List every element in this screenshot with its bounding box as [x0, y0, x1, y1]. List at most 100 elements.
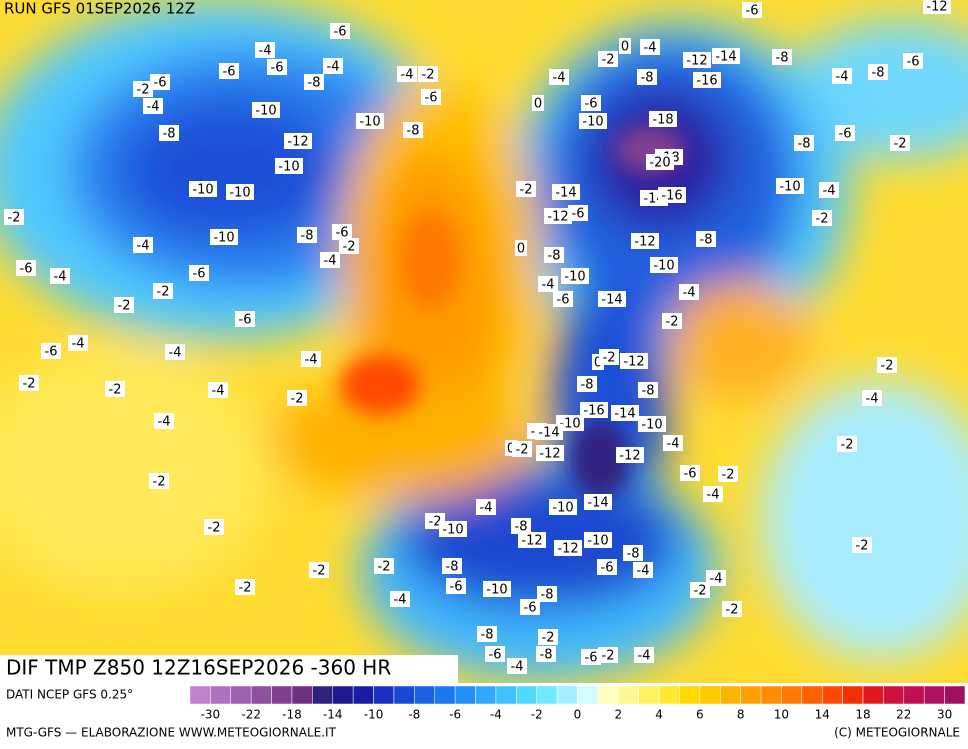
label-box: [690, 582, 710, 598]
label-box: [819, 182, 839, 198]
label-box: [153, 283, 173, 299]
contour-label: -14: [587, 496, 608, 511]
label-box: [41, 343, 61, 359]
label-box: [577, 376, 597, 392]
label-box: [19, 375, 39, 391]
contour-label: -2: [422, 68, 435, 83]
label-box: [536, 646, 556, 662]
contour-label: -10: [278, 160, 299, 175]
label-box: [512, 441, 532, 457]
label-box: [446, 578, 466, 594]
label-box: [208, 382, 228, 398]
contour-label: -8: [446, 560, 459, 575]
label-box: [611, 405, 639, 421]
legend-cell: [577, 685, 599, 705]
field-title: DIF TMP Z850 12Z16SEP2026 -360 HR: [6, 656, 391, 680]
legend-label: 0: [574, 708, 582, 722]
label-box: [309, 562, 329, 578]
contour-label: -18: [652, 113, 673, 128]
label-box: [397, 66, 417, 82]
contour-label: -8: [540, 648, 553, 663]
contour-label: -10: [641, 418, 662, 433]
contour-label: -6: [585, 651, 598, 666]
contour-label: -8: [581, 378, 594, 393]
contour-label: -6: [154, 76, 167, 91]
contour-label: -2: [208, 521, 221, 536]
label-box: [679, 284, 699, 300]
label-box: [634, 647, 654, 663]
footer-left: MTG-GFS — ELABORAZIONE WWW.METEOGIORNALE…: [6, 726, 337, 740]
label-box: [658, 187, 686, 203]
contour-label: -2: [378, 560, 391, 575]
legend-label: -18: [282, 708, 302, 722]
label-box: [275, 158, 303, 174]
label-box: [284, 133, 312, 149]
contour-label: -16: [661, 189, 682, 204]
contour-label: -6: [425, 91, 438, 106]
legend-cell: [414, 685, 435, 705]
contour-label: -6: [45, 345, 58, 360]
contour-label: -2: [8, 211, 21, 226]
legend-cell: [495, 685, 517, 705]
legend-cell: [883, 685, 905, 705]
legend-cell: [230, 685, 252, 705]
label-box: [339, 238, 359, 254]
contour-label: -6: [223, 65, 236, 80]
label-box: [332, 224, 352, 240]
label-box: [581, 649, 601, 665]
contour-label: -4: [637, 564, 650, 579]
contour-label: -2: [603, 351, 616, 366]
legend-cell: [618, 685, 639, 705]
label-box: [219, 63, 239, 79]
label-box: [477, 626, 497, 642]
contour-label: -12: [623, 355, 644, 370]
contour-label: -8: [642, 384, 655, 399]
label-box: [114, 297, 134, 313]
contour-label: -6: [557, 293, 570, 308]
contour-label: -6: [20, 262, 33, 277]
contour-label: -8: [872, 66, 885, 81]
contour-label: -6: [572, 207, 585, 222]
label-box: [890, 135, 910, 151]
contour-label: -10: [587, 534, 608, 549]
label-box: [619, 38, 631, 54]
label-box: [226, 184, 254, 200]
contour-label: -4: [667, 437, 680, 452]
contour-label: -4: [327, 60, 340, 75]
label-box: [633, 562, 653, 578]
contour-label: -8: [776, 51, 789, 66]
contour-label: -2: [856, 539, 869, 554]
label-box: [693, 72, 721, 88]
legend-cell: [434, 685, 456, 705]
label-box: [304, 74, 324, 90]
label-box: [4, 209, 24, 225]
label-box: [154, 413, 174, 429]
label-box: [812, 210, 832, 226]
label-box: [696, 231, 716, 247]
label-box: [267, 59, 287, 75]
legend-cell: [250, 685, 272, 705]
contour-label: -10: [552, 501, 573, 516]
label-box: [623, 545, 643, 561]
legend-cell: [658, 685, 680, 705]
contour-label: -8: [541, 588, 554, 603]
contour-label: -2: [542, 631, 555, 646]
label-box: [638, 416, 666, 432]
contour-label: -2: [118, 299, 131, 314]
label-box: [439, 521, 467, 537]
label-box: [903, 53, 923, 69]
contour-label: -2: [239, 581, 252, 596]
legend-label: -4: [490, 708, 502, 722]
label-box: [538, 629, 558, 645]
label-box: [579, 113, 607, 129]
legend-label: 18: [855, 708, 870, 722]
contour-label: -10: [213, 231, 234, 246]
label-box: [421, 89, 441, 105]
label-box: [403, 122, 423, 138]
contour-label: -4: [683, 286, 696, 301]
contour-label: -4: [169, 346, 182, 361]
legend-label: 4: [655, 708, 663, 722]
contour-label: -6: [585, 97, 598, 112]
contour-label: -6: [601, 561, 614, 576]
legend-cell: [475, 685, 497, 705]
